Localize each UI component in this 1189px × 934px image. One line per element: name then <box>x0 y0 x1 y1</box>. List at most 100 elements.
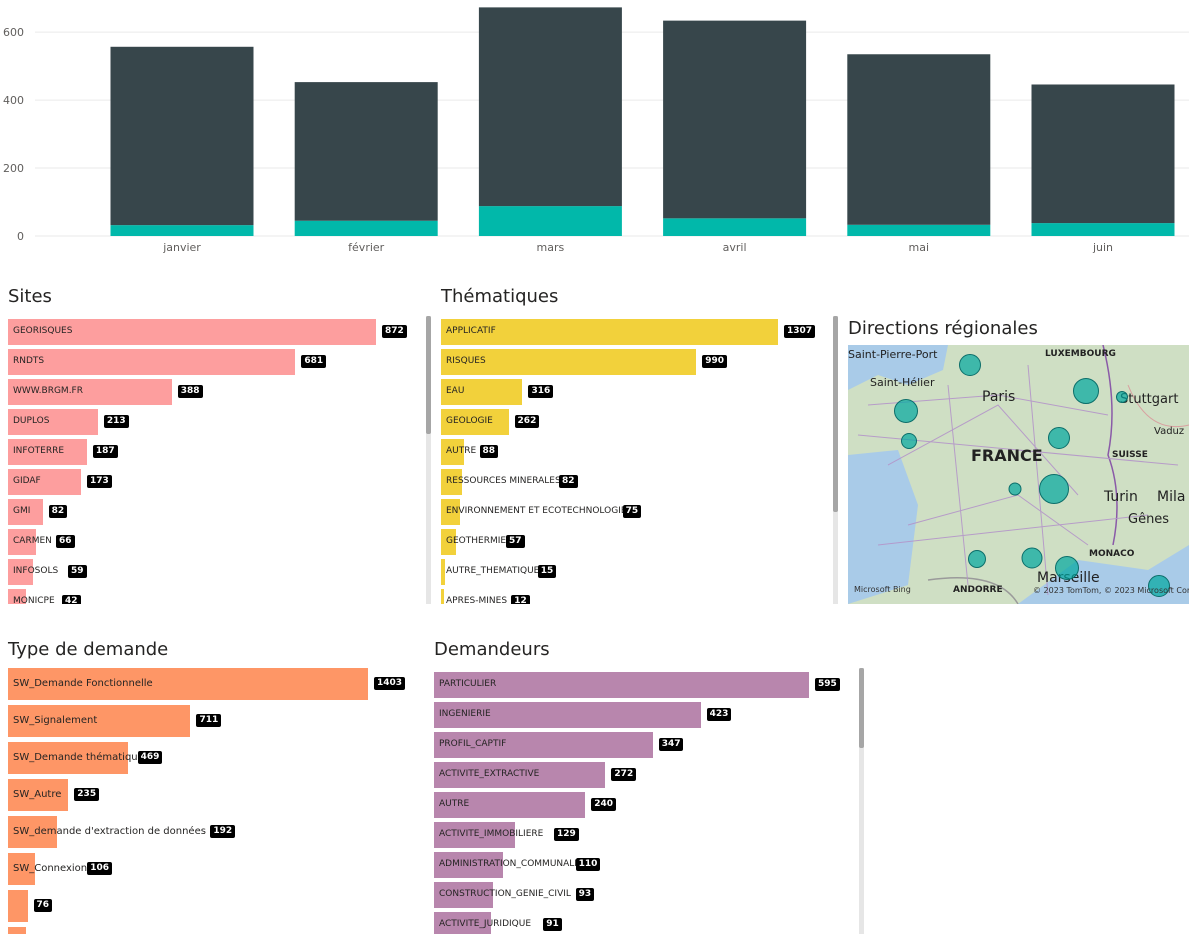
bar-value-label: 595 <box>815 678 840 691</box>
thematiques-scrollbar-thumb[interactable] <box>833 316 838 512</box>
bar[interactable] <box>8 469 81 495</box>
bar[interactable] <box>8 529 36 555</box>
bar[interactable] <box>434 882 493 908</box>
map-place-label: FRANCE <box>971 446 1043 465</box>
bar[interactable] <box>441 499 461 525</box>
map-bubble[interactable] <box>1048 427 1070 449</box>
bar[interactable] <box>8 409 98 435</box>
y-tick-label: 400 <box>3 94 24 107</box>
bar[interactable] <box>8 319 376 345</box>
bar[interactable] <box>434 762 606 788</box>
bar-value-label: 59 <box>68 565 87 578</box>
map-bubble[interactable] <box>959 354 981 376</box>
bar-category-label: GEOTHERMIE <box>446 536 507 546</box>
map-bubble[interactable] <box>1055 556 1079 580</box>
bar[interactable] <box>441 529 456 555</box>
bar[interactable] <box>434 732 653 758</box>
bar-category-label: SW_Signalement <box>13 715 98 726</box>
bar[interactable] <box>441 409 509 435</box>
bar[interactable] <box>8 559 33 585</box>
x-tick-label: juin <box>1092 241 1113 254</box>
bar-category-label: DUPLOS <box>13 416 50 426</box>
bar-segment-teal <box>1031 223 1175 236</box>
bar[interactable] <box>8 816 58 848</box>
bar-value-label: 42 <box>62 595 81 604</box>
demandeurs-scrollbar-thumb[interactable] <box>859 668 864 748</box>
y-tick-label: 200 <box>3 162 24 175</box>
bar-value-label: 93 <box>575 888 595 901</box>
bar-category-label: AUTRE <box>439 799 470 809</box>
map-place-label: MONACO <box>1089 549 1135 559</box>
demandeurs-scrollbar[interactable] <box>859 668 864 934</box>
map-bubble[interactable] <box>1073 378 1099 404</box>
bar[interactable] <box>434 672 809 698</box>
bar[interactable] <box>434 852 504 878</box>
map-bubble[interactable] <box>1039 474 1069 504</box>
bar-category-label: RNDTS <box>13 356 45 366</box>
sites-scrollbar-thumb[interactable] <box>426 316 431 434</box>
bar-category-label: ACTIVITE_EXTRACTIVE <box>439 769 540 779</box>
bar[interactable] <box>441 589 445 604</box>
bar[interactable] <box>8 439 87 465</box>
bar[interactable] <box>8 499 43 525</box>
map-bubble[interactable] <box>894 399 918 423</box>
map-bubble[interactable] <box>1021 547 1043 569</box>
map-bubble[interactable] <box>1008 482 1022 496</box>
bar-category-label: MONICPE <box>13 596 55 604</box>
map-bubble[interactable] <box>901 433 917 449</box>
bar[interactable] <box>8 379 172 405</box>
bar[interactable] <box>8 890 28 922</box>
thematiques-title: Thématiques <box>441 286 559 307</box>
bar[interactable] <box>434 702 701 728</box>
bar-segment-teal <box>847 224 991 236</box>
map-background <box>848 345 1189 604</box>
bar-category-label: PARTICULIER <box>439 679 497 689</box>
bar-value-label: 262 <box>514 415 540 428</box>
bar[interactable] <box>441 379 523 405</box>
bar-value-label: 106 <box>87 862 112 875</box>
bar[interactable] <box>441 469 463 495</box>
bar-value-label: 91 <box>543 918 562 931</box>
map-attribution: © 2023 TomTom, © 2023 Microsoft Corp <box>1033 586 1189 595</box>
bar-category-label: APRES-MINES <box>446 596 508 604</box>
bar-value-label: 316 <box>528 385 554 398</box>
bar-value-label: 681 <box>301 355 327 368</box>
y-tick-label: 0 <box>17 230 24 243</box>
bar-category-label: ENVIRONNEMENT ET ECOTECHNOLOGIES <box>446 506 633 516</box>
bar[interactable] <box>8 779 69 811</box>
map-place-label: Stuttgart <box>1120 392 1179 407</box>
bar[interactable] <box>441 439 464 465</box>
bar-value-label: 15 <box>537 565 557 578</box>
bar[interactable] <box>8 742 129 774</box>
bar[interactable] <box>8 589 26 604</box>
bar-segment-teal <box>294 220 438 236</box>
bar-value-label: 57 <box>506 535 525 548</box>
bar[interactable] <box>434 912 492 934</box>
map-place-label: Paris <box>982 389 1016 405</box>
bar[interactable] <box>8 853 36 885</box>
bar-category-label: ADMINISTRATION_COMMUNALE <box>439 859 580 869</box>
bar[interactable] <box>434 792 586 818</box>
bar[interactable] <box>441 559 445 585</box>
bar[interactable] <box>441 319 778 345</box>
map-bubble[interactable] <box>1148 575 1170 597</box>
map-place-label: ANDORRE <box>953 585 1003 595</box>
bar[interactable] <box>434 822 516 848</box>
bar-value-label: 711 <box>196 714 222 727</box>
bar[interactable] <box>8 668 368 700</box>
bar-segment-dark <box>294 82 438 221</box>
map-bubble[interactable] <box>968 550 986 568</box>
bar-value-label: 110 <box>575 858 601 871</box>
map-bing-logo: Microsoft Bing <box>854 585 911 594</box>
bar-segment-dark <box>1031 84 1175 224</box>
bar-category-label: GEOLOGIE <box>446 416 493 426</box>
bar-category-label: RESSOURCES MINERALES <box>446 476 561 486</box>
bar[interactable] <box>441 349 697 375</box>
bar[interactable] <box>8 927 26 934</box>
regional-map[interactable]: Saint-Pierre-Port Saint-Hélier LUXEMBOUR… <box>848 345 1189 604</box>
bar[interactable] <box>8 705 191 737</box>
bar[interactable] <box>8 349 296 375</box>
sites-scrollbar[interactable] <box>426 316 431 604</box>
bar-category-label: GIDAF <box>13 476 41 486</box>
map-bubble[interactable] <box>1116 391 1128 403</box>
